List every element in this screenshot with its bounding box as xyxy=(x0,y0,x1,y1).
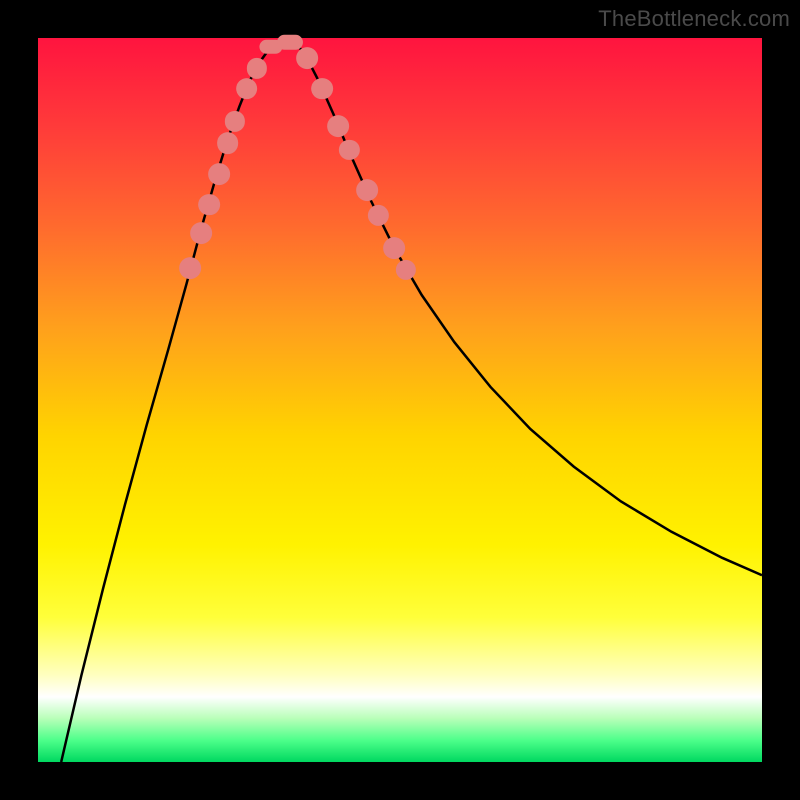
data-marker xyxy=(296,47,318,69)
data-marker xyxy=(357,179,379,201)
data-marker xyxy=(311,78,333,100)
data-marker xyxy=(190,223,212,245)
data-marker xyxy=(179,257,201,279)
data-marker xyxy=(217,132,239,154)
curves-layer xyxy=(38,38,762,762)
plot-area xyxy=(38,38,762,762)
data-marker xyxy=(198,194,220,216)
watermark-text: TheBottleneck.com xyxy=(598,6,790,32)
left-curve xyxy=(61,42,277,762)
data-marker xyxy=(328,115,350,137)
data-marker xyxy=(277,35,303,49)
data-marker xyxy=(208,163,230,185)
data-marker xyxy=(383,237,405,259)
data-marker xyxy=(236,78,258,100)
right-curve xyxy=(295,42,762,576)
